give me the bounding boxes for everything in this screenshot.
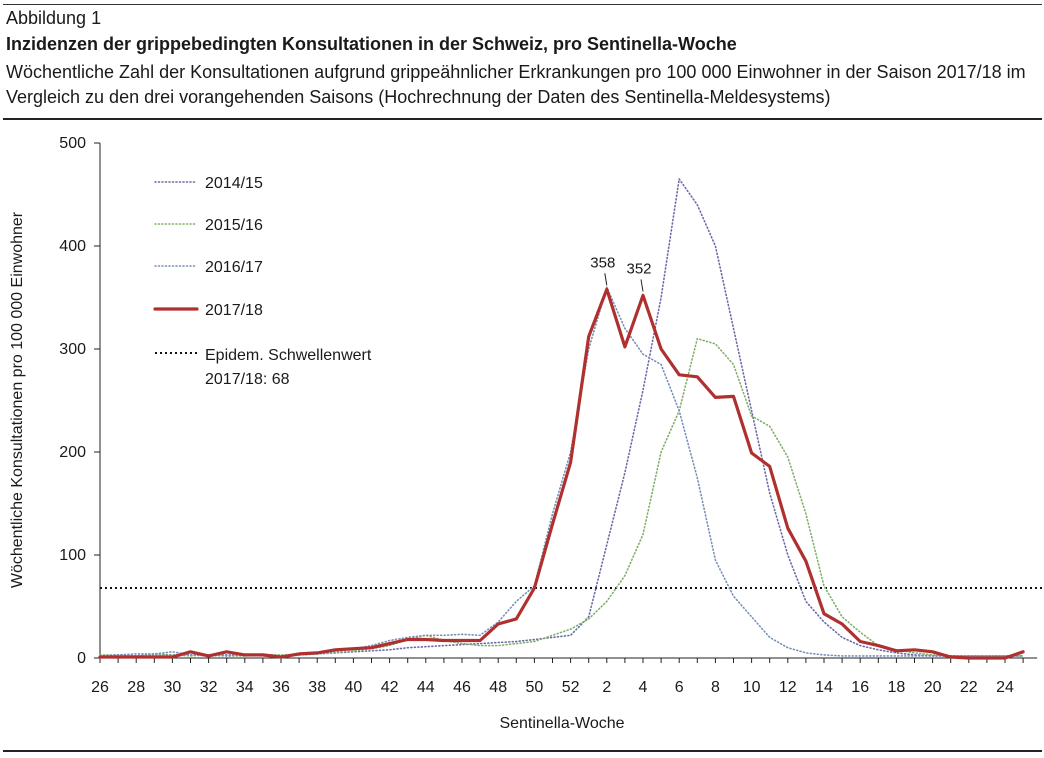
- x-tick-label: 18: [888, 679, 906, 696]
- series-line-2014-15: [99, 178, 1024, 657]
- x-tick-label: 48: [489, 679, 507, 696]
- y-tick-label: 300: [59, 341, 86, 358]
- legend-label: Epidem. Schwellenwert: [205, 347, 372, 364]
- x-tick-label: 40: [345, 679, 363, 696]
- top-rule: [3, 4, 1042, 5]
- series-line-2016-17: [99, 286, 1024, 657]
- y-tick-label: 400: [59, 238, 86, 255]
- x-tick-label: 6: [675, 679, 684, 696]
- x-tick-label: 22: [960, 679, 978, 696]
- legend-label: 2017/18: 68: [205, 371, 290, 388]
- y-axis-title: Wöchentliche Konsultationen pro 100 000 …: [9, 211, 26, 588]
- x-tick-label: 8: [711, 679, 720, 696]
- x-tick-label: 24: [996, 679, 1014, 696]
- x-tick-label: 46: [453, 679, 471, 696]
- y-tick-label: 200: [59, 444, 86, 461]
- x-tick-label: 26: [91, 679, 109, 696]
- x-tick-label: 42: [381, 679, 399, 696]
- x-tick-label: 34: [236, 679, 254, 696]
- series-group: [98, 178, 1025, 660]
- annotation-label: 352: [626, 260, 651, 277]
- y-tick-label: 0: [77, 650, 86, 667]
- x-tick-label: 10: [743, 679, 761, 696]
- legend-label: 2016/17: [205, 259, 263, 276]
- footer-rule: [3, 750, 1042, 752]
- figure-subtitle: Wöchentliche Zahl der Konsultationen auf…: [6, 62, 1026, 107]
- x-tick-label: 4: [639, 679, 648, 696]
- series-line-2017-18: [98, 287, 1025, 660]
- x-tick-label: 36: [272, 679, 290, 696]
- x-tick-label: 2: [602, 679, 611, 696]
- figure-label: Abbildung 1: [6, 8, 102, 28]
- figure-title: Inzidenzen der grippebedingten Konsultat…: [6, 34, 737, 54]
- x-tick-label: 38: [308, 679, 326, 696]
- x-tick-label: 12: [779, 679, 797, 696]
- legend: 2014/15 2015/16 2016/17 2017/18 Epidem. Schw…: [153, 175, 372, 388]
- y-tick-label: 500: [59, 135, 86, 152]
- x-axis-title: Sentinella-Woche: [499, 715, 624, 732]
- header-rule: [3, 118, 1042, 120]
- x-tick-label: 28: [127, 679, 145, 696]
- x-tick-label: 52: [562, 679, 580, 696]
- legend-label: 2017/18: [205, 302, 263, 319]
- annotation-label: 358: [590, 254, 615, 271]
- x-tick-label: 20: [924, 679, 942, 696]
- x-tick-label: 30: [164, 679, 182, 696]
- x-tick-label: 44: [417, 679, 435, 696]
- y-tick-label: 100: [59, 547, 86, 564]
- legend-label: 2015/16: [205, 217, 263, 234]
- x-tick-label: 14: [815, 679, 833, 696]
- annotation-leader: [604, 273, 608, 286]
- annotations: 358 352: [590, 254, 652, 292]
- annotation-leader: [640, 279, 644, 292]
- x-tick-label: 32: [200, 679, 218, 696]
- x-tick-label: 16: [851, 679, 869, 696]
- x-tick-label: 50: [526, 679, 544, 696]
- legend-label: 2014/15: [205, 175, 263, 192]
